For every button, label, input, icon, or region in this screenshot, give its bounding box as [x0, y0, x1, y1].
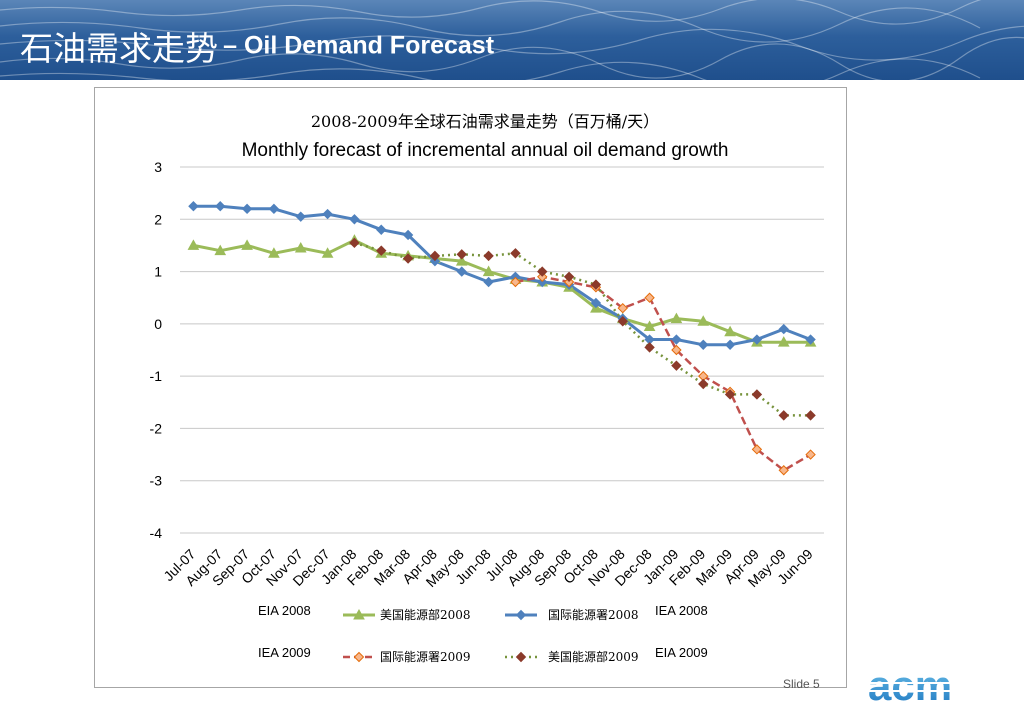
data-point — [671, 334, 682, 345]
chart-svg: 2008-2009年全球石油需求量走势（百万桶/天） Monthly foreca… — [150, 112, 824, 664]
data-point — [456, 266, 467, 277]
data-point — [644, 292, 655, 303]
legend-label: 国际能源署2009 — [380, 650, 471, 664]
data-point — [671, 360, 682, 371]
legend-tag: IEA 2009 — [258, 645, 311, 660]
data-point — [671, 344, 682, 356]
data-point — [241, 239, 253, 250]
legend-marker — [515, 651, 527, 663]
data-point — [724, 389, 736, 400]
data-point — [698, 378, 709, 390]
data-point — [376, 224, 387, 235]
data-point — [188, 201, 199, 212]
y-tick-label: 0 — [154, 316, 162, 332]
slide-title-en: – Oil Demand Forecast — [223, 31, 495, 60]
data-point — [483, 250, 494, 262]
data-point — [295, 211, 306, 222]
data-point — [590, 297, 602, 309]
data-point — [215, 201, 226, 212]
y-tick-label: -4 — [150, 525, 163, 541]
data-point — [563, 276, 575, 288]
data-point — [617, 316, 628, 327]
data-point — [643, 320, 656, 331]
data-point — [455, 255, 468, 266]
y-tick-label: 2 — [154, 211, 162, 227]
data-point — [724, 339, 736, 350]
legend-tag: EIA 2009 — [655, 645, 708, 660]
series-line — [515, 275, 812, 472]
data-point — [644, 342, 655, 353]
header-banner: 石油需求走势 – Oil Demand Forecast — [0, 0, 1024, 80]
data-point — [483, 276, 494, 288]
data-point — [187, 239, 200, 250]
data-point — [510, 276, 521, 288]
data-point — [778, 410, 789, 421]
y-tick-label: -2 — [150, 420, 163, 436]
data-point — [805, 449, 816, 460]
data-point — [537, 276, 548, 288]
legend-tag: IEA 2008 — [655, 603, 708, 618]
data-point — [778, 465, 789, 476]
data-point — [322, 208, 333, 220]
data-point — [429, 250, 441, 262]
logo-text: acm — [868, 666, 952, 706]
data-point — [376, 245, 387, 256]
data-point — [751, 334, 763, 345]
data-point — [805, 410, 816, 421]
legend-label: 国际能源署2008 — [548, 608, 639, 622]
legend-label: 美国能源部2009 — [548, 649, 639, 664]
data-point — [402, 253, 414, 264]
chart-frame: 2008-2009年全球石油需求量走势（百万桶/天） Monthly foreca… — [94, 87, 847, 688]
y-tick-label: -1 — [150, 368, 163, 384]
series-line — [193, 238, 811, 344]
legend-marker — [515, 609, 527, 621]
data-point — [456, 249, 467, 260]
slide-number: Slide 5 — [783, 677, 820, 691]
data-point — [670, 312, 683, 324]
data-point — [563, 271, 575, 283]
data-point — [724, 325, 736, 337]
data-point — [349, 214, 360, 225]
data-point — [349, 237, 360, 249]
data-point — [241, 203, 253, 215]
data-point — [268, 247, 280, 258]
acm-logo: acm — [866, 666, 1006, 706]
slide-title-zh: 石油需求走势 — [20, 29, 218, 68]
data-point — [294, 242, 307, 253]
chart-title: 2008-2009年全球石油需求量走势（百万桶/天） — [311, 112, 659, 131]
chart-subtitle: Monthly forecast of incremental annual o… — [242, 140, 729, 161]
data-point — [214, 244, 227, 256]
data-point — [268, 203, 280, 215]
data-point — [482, 265, 495, 277]
data-point — [537, 271, 548, 283]
data-point — [698, 339, 709, 350]
legend-label: 美国能源部2008 — [380, 607, 471, 622]
data-point — [617, 302, 628, 314]
data-point — [590, 279, 602, 290]
data-point — [537, 266, 548, 277]
data-point — [777, 336, 790, 347]
data-point — [751, 389, 763, 400]
series-line — [354, 241, 811, 417]
y-tick-label: -3 — [150, 473, 163, 489]
legend-tag: EIA 2008 — [258, 603, 311, 618]
data-point — [805, 334, 816, 345]
data-point — [510, 248, 521, 259]
data-point — [429, 255, 441, 267]
data-point — [778, 323, 789, 335]
data-point — [751, 444, 763, 455]
water-texture — [0, 0, 1024, 80]
data-point — [321, 247, 334, 258]
data-point — [402, 229, 414, 241]
slide-title: 石油需求走势 – Oil Demand Forecast — [20, 22, 494, 70]
legend-marker — [353, 608, 365, 620]
y-tick-label: 1 — [154, 264, 162, 280]
y-tick-label: 3 — [154, 159, 162, 175]
legend-marker — [353, 651, 365, 663]
data-point — [697, 315, 710, 326]
